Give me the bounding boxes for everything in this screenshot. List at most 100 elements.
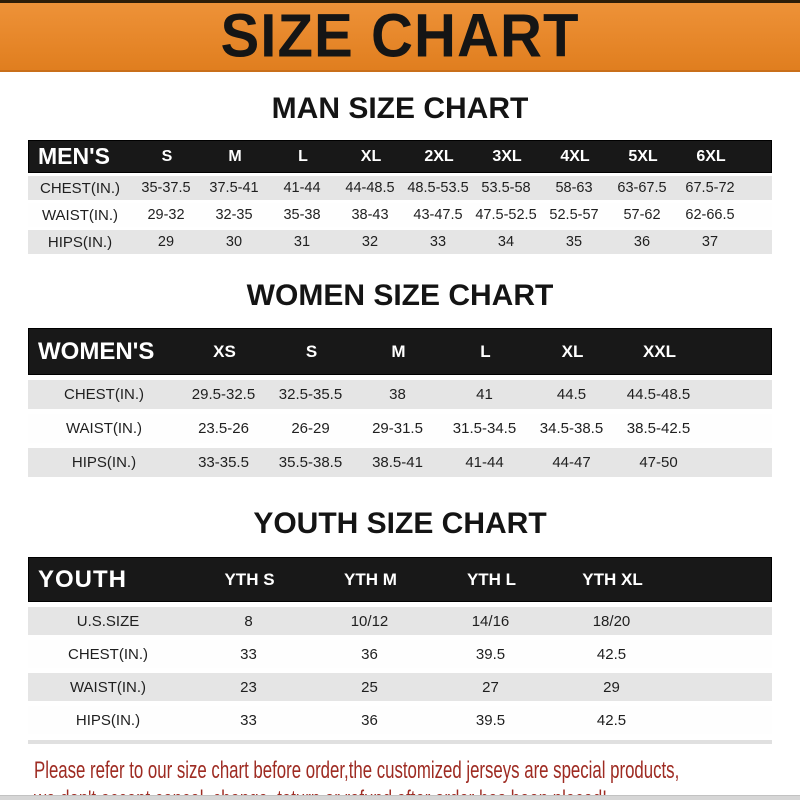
row-label: HIPS(IN.) — [75, 711, 141, 729]
value-cell: 48.5-53.5 — [407, 180, 469, 196]
value-cell: 36 — [361, 645, 378, 663]
value-cell: 29-32 — [147, 207, 185, 223]
order-disclaimer: Please refer to our size chart before or… — [0, 756, 800, 800]
men-section-heading: MAN SIZE CHART — [271, 92, 529, 125]
value-cell: 41-44 — [465, 454, 504, 471]
value-cell: 62-66.5 — [685, 207, 735, 223]
youth-size-table: YOUTH YTH S YTH M YTH L YTH XL U.S.SIZE 8 10/12… — [28, 557, 772, 734]
value-cell: 38.5-41 — [372, 454, 423, 471]
value-cell: 14/16 — [471, 612, 510, 630]
column-header-cell: S — [305, 341, 318, 361]
value-cell: 38-43 — [351, 207, 389, 223]
value-cell: 29 — [157, 234, 175, 250]
value-cell: 43-47.5 — [413, 207, 463, 223]
value-cell: 10/12 — [350, 612, 389, 630]
row-label: CHEST(IN.) — [64, 386, 144, 403]
row-label: WAIST(IN.) — [41, 206, 119, 224]
table-row: WAIST(IN.) 23 25 27 29 — [28, 673, 772, 701]
table-row: WAIST(IN.) 23.5-26 26-29 29-31.5 31.5-34.5 34… — [28, 414, 772, 443]
row-label: HIPS(IN.) — [47, 233, 113, 251]
column-header-cell: M — [228, 147, 242, 165]
value-cell: 36 — [633, 234, 651, 250]
bottom-edge-bar — [0, 795, 800, 800]
value-cell: 35 — [565, 234, 583, 250]
value-cell: 42.5 — [596, 645, 627, 663]
value-cell: 35-37.5 — [141, 180, 191, 196]
table-row: WAIST(IN.) 29-32 32-35 35-38 38-43 43-47.5 47.… — [28, 203, 772, 227]
column-header-cell: 6XL — [696, 147, 726, 165]
value-cell: 29 — [603, 678, 620, 696]
column-header-cell: 4XL — [560, 147, 590, 165]
value-cell: 32.5-35.5 — [278, 386, 343, 403]
value-cell: 47.5-52.5 — [475, 207, 537, 223]
value-cell: 33 — [240, 711, 257, 729]
value-cell: 35.5-38.5 — [278, 454, 343, 471]
column-header-cell: L — [298, 147, 308, 165]
row-label: CHEST(IN.) — [68, 645, 148, 663]
value-cell: 67.5-72 — [685, 180, 735, 196]
table-row: CHEST(IN.) 33 36 39.5 42.5 — [28, 640, 772, 668]
value-cell: 63-67.5 — [617, 180, 667, 196]
column-header-cell: XXL — [642, 341, 677, 361]
row-label: U.S.SIZE — [76, 612, 140, 630]
value-cell: 44-48.5 — [345, 180, 395, 196]
value-cell: 58-63 — [555, 180, 593, 196]
value-cell: 38.5-42.5 — [626, 420, 691, 437]
table-row: HIPS(IN.) 29 30 31 32 33 34 35 36 37 — [28, 230, 772, 254]
column-header-cell: XL — [561, 341, 584, 361]
column-header-cell: 3XL — [492, 147, 522, 165]
table-bottom-strip — [28, 740, 772, 744]
column-header-cell: 5XL — [628, 147, 658, 165]
row-label: WAIST(IN.) — [65, 420, 143, 437]
value-cell: 33 — [429, 234, 447, 250]
table-row: CHEST(IN.) 35-37.5 37.5-41 41-44 44-48.5 48.5… — [28, 176, 772, 200]
column-header-cell: YTH XL — [582, 569, 643, 589]
value-cell: 36 — [361, 711, 378, 729]
value-cell: 44.5-48.5 — [626, 386, 691, 403]
disclaimer-line-1: Please refer to our size chart before or… — [34, 757, 680, 784]
column-header-cell: L — [480, 341, 491, 361]
value-cell: 18/20 — [592, 612, 631, 630]
column-header-cell: M — [391, 341, 406, 361]
value-cell: 37.5-41 — [209, 180, 259, 196]
value-cell: 38 — [389, 386, 406, 403]
value-cell: 44-47 — [552, 454, 591, 471]
women-table-header-row: WOMEN'S XS S M L XL XXL — [28, 328, 772, 375]
column-header-cell: YTH L — [466, 569, 517, 589]
value-cell: 23.5-26 — [198, 420, 249, 437]
youth-table-label: YOUTH — [38, 565, 127, 593]
column-header-cell: YTH S — [224, 569, 275, 589]
youth-section-heading: YOUTH SIZE CHART — [253, 507, 547, 540]
value-cell: 33-35.5 — [198, 454, 249, 471]
men-size-table: MEN'S S M L XL 2XL 3XL 4XL 5XL 6XL CHEST(IN.) 35-37… — [28, 140, 772, 254]
banner-title: SIZE CHART — [220, 1, 580, 71]
value-cell: 29.5-32.5 — [191, 386, 256, 403]
value-cell: 57-62 — [623, 207, 661, 223]
women-size-table: WOMEN'S XS S M L XL XXL CHEST(IN.) 29.5-32.5 32.5… — [28, 328, 772, 477]
value-cell: 32-35 — [215, 207, 253, 223]
value-cell: 52.5-57 — [549, 207, 599, 223]
size-chart-banner: SIZE CHART — [0, 0, 800, 72]
men-table-header-row: MEN'S S M L XL 2XL 3XL 4XL 5XL 6XL — [28, 140, 772, 173]
table-row: U.S.SIZE 8 10/12 14/16 18/20 — [28, 607, 772, 635]
value-cell: 32 — [361, 234, 379, 250]
column-header-cell: S — [161, 147, 173, 165]
table-row: HIPS(IN.) 33-35.5 35.5-38.5 38.5-41 41-44 44-… — [28, 448, 772, 477]
value-cell: 37 — [701, 234, 719, 250]
value-cell: 23 — [240, 678, 257, 696]
row-label: CHEST(IN.) — [40, 179, 120, 197]
value-cell: 25 — [361, 678, 378, 696]
women-table-label: WOMEN'S — [38, 337, 155, 365]
column-header-cell: XL — [360, 147, 382, 165]
value-cell: 27 — [482, 678, 499, 696]
value-cell: 35-38 — [283, 207, 321, 223]
value-cell: 31.5-34.5 — [452, 420, 517, 437]
value-cell: 33 — [240, 645, 257, 663]
value-cell: 41-44 — [283, 180, 321, 196]
table-row: CHEST(IN.) 29.5-32.5 32.5-35.5 38 41 44.5 44.5… — [28, 380, 772, 409]
value-cell: 44.5 — [556, 386, 587, 403]
value-cell: 39.5 — [475, 645, 506, 663]
row-label: HIPS(IN.) — [71, 454, 137, 471]
men-table-label: MEN'S — [38, 143, 110, 169]
value-cell: 47-50 — [639, 454, 678, 471]
